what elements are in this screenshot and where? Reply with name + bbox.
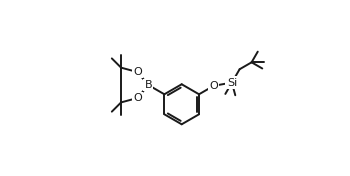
Text: Si: Si — [227, 78, 237, 88]
Text: O: O — [133, 67, 142, 77]
Text: O: O — [133, 93, 142, 103]
Text: O: O — [209, 81, 218, 91]
Text: B: B — [145, 80, 152, 90]
